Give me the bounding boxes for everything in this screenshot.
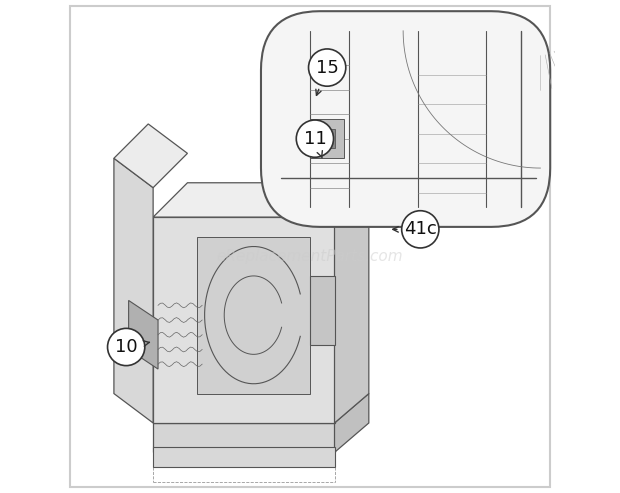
Circle shape: [107, 328, 145, 366]
Text: 41c: 41c: [404, 220, 436, 238]
Text: eReplacementParts.com: eReplacementParts.com: [216, 249, 404, 264]
Text: 10: 10: [115, 338, 138, 356]
Polygon shape: [114, 124, 187, 188]
Polygon shape: [153, 217, 335, 423]
Polygon shape: [153, 448, 335, 467]
Circle shape: [402, 211, 439, 248]
Polygon shape: [153, 423, 335, 453]
FancyBboxPatch shape: [261, 11, 550, 227]
Circle shape: [309, 49, 346, 86]
Circle shape: [296, 120, 334, 157]
Polygon shape: [128, 300, 158, 369]
Polygon shape: [310, 276, 335, 345]
FancyBboxPatch shape: [70, 6, 550, 487]
Polygon shape: [335, 183, 369, 423]
Polygon shape: [197, 237, 310, 393]
Polygon shape: [335, 393, 369, 453]
Polygon shape: [153, 183, 369, 217]
Text: 11: 11: [304, 130, 326, 147]
Text: 15: 15: [316, 59, 339, 76]
Polygon shape: [114, 158, 153, 423]
Polygon shape: [315, 129, 335, 148]
Polygon shape: [153, 393, 369, 423]
Polygon shape: [310, 119, 344, 158]
